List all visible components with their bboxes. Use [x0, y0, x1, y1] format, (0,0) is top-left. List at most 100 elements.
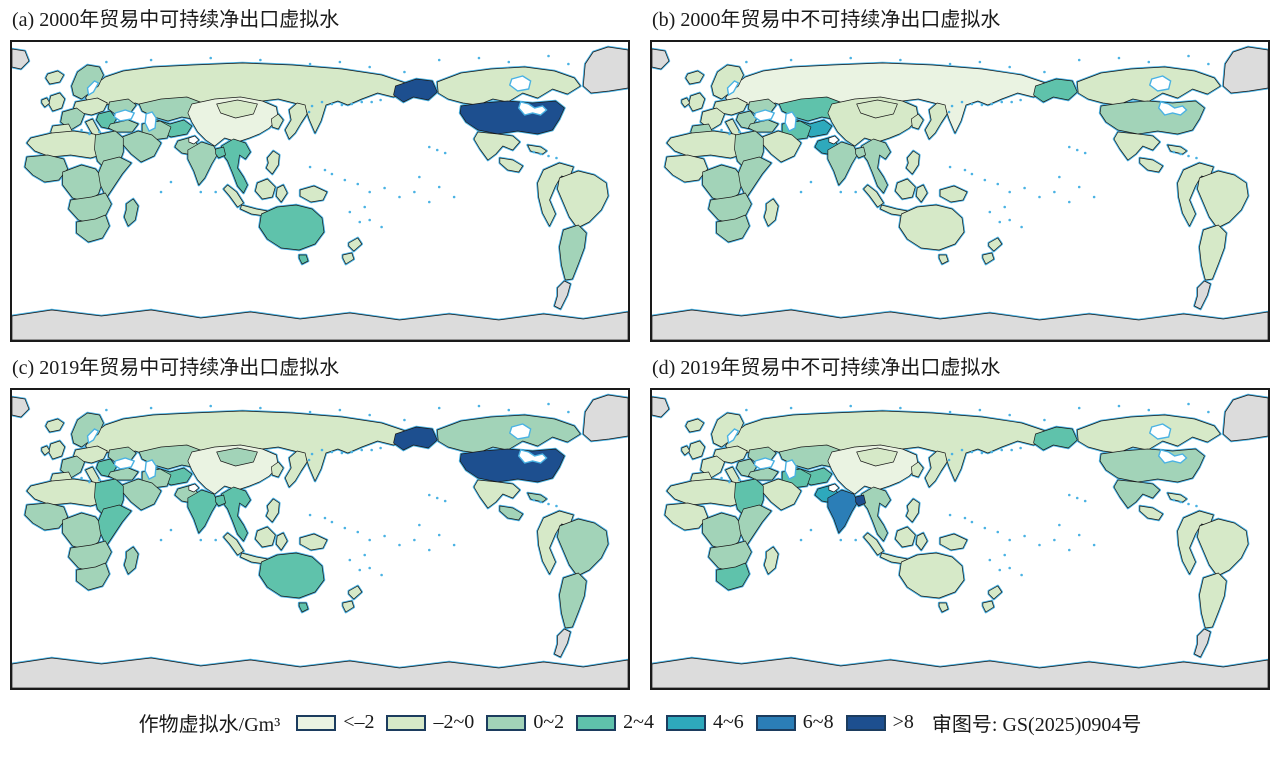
country-camerica: [1139, 505, 1164, 521]
country-africaW: [24, 502, 68, 531]
world-map-b: [650, 40, 1270, 342]
country-indonesia: [906, 498, 920, 523]
countries: [12, 394, 628, 688]
country-andes: [1177, 510, 1214, 575]
country-australia: [259, 552, 325, 599]
lakes: [86, 75, 548, 132]
panel-b-title: (b) 2000年贸易中不可持续净出口虚拟水: [652, 9, 1001, 31]
country-madagascar: [763, 198, 779, 227]
country-camerica: [527, 144, 547, 155]
lakes: [86, 423, 548, 480]
panel-grid: (a) 2000年贸易中可持续净出口虚拟水 (b) 2000年贸易中不可持续净出…: [10, 6, 1270, 690]
country-madagascar: [123, 546, 139, 575]
country-bangladesh: [215, 494, 226, 507]
country-camerica: [1167, 492, 1187, 503]
country-seasia: [861, 138, 891, 194]
country-seasia: [221, 138, 251, 194]
country-africaE: [738, 504, 772, 547]
country-india: [827, 489, 859, 534]
country-andes: [1177, 162, 1214, 227]
country-antarctica: [12, 657, 628, 688]
legend-bin-label: –2~0: [433, 711, 475, 733]
country-greenland: [652, 48, 670, 70]
legend-swatch: [755, 714, 796, 731]
country-indonesia: [895, 526, 916, 548]
country-greenland: [12, 396, 30, 418]
country-korea: [910, 461, 924, 478]
country-bangladesh: [855, 494, 866, 507]
country-brazil: [557, 170, 609, 229]
country-madagascar: [123, 198, 139, 227]
country-alaska: [393, 78, 438, 103]
map-svg-c: [12, 393, 628, 688]
lakes: [726, 423, 1188, 480]
country-africaW: [24, 154, 68, 183]
country-australia: [938, 254, 949, 265]
country-southafrica: [76, 562, 110, 591]
country-alaska: [1033, 78, 1078, 103]
legend-item: –2~0: [386, 711, 474, 734]
country-japan: [924, 102, 948, 140]
country-antarctica: [652, 657, 1268, 688]
country-indonesia: [299, 185, 328, 203]
legend-bin-label: >8: [892, 711, 914, 733]
country-bangladesh: [855, 146, 866, 159]
map-approval-number: 审图号: GS(2025)0904号: [931, 714, 1142, 736]
world-map-d: [650, 388, 1270, 690]
map-svg-b: [652, 45, 1268, 340]
country-nz: [988, 585, 1003, 600]
country-greenland: [1222, 394, 1268, 442]
country-australia: [298, 254, 309, 265]
country-indonesia: [266, 498, 280, 523]
country-greenland: [12, 48, 30, 70]
country-nz: [342, 600, 355, 613]
country-antarctica: [554, 628, 571, 658]
country-camerica: [1167, 144, 1187, 155]
country-greenland: [582, 46, 628, 94]
country-camerica: [527, 492, 547, 503]
country-brazil: [1197, 518, 1249, 577]
panel-d-title: (d) 2019年贸易中不可持续净出口虚拟水: [652, 357, 1001, 379]
legend-bin-label: 0~2: [533, 711, 565, 733]
country-indonesia: [255, 526, 276, 548]
small-islands: [80, 402, 570, 577]
legend-item: 2~4: [576, 711, 654, 734]
country-korea: [270, 461, 284, 478]
country-camerica: [499, 505, 524, 521]
legend-unit-label: 作物虚拟水/Gm³: [138, 714, 281, 736]
country-greenland: [1222, 46, 1268, 94]
country-canada: [1076, 66, 1221, 106]
country-canada: [436, 66, 581, 106]
legend-item: <–2: [296, 711, 374, 734]
country-nz: [342, 252, 355, 265]
panel-c-title: (c) 2019年贸易中可持续净出口虚拟水: [12, 357, 340, 379]
country-indonesia: [906, 150, 920, 175]
country-bangladesh: [215, 146, 226, 159]
country-kashmir: [188, 483, 200, 493]
country-kashmir: [828, 483, 840, 493]
country-indonesia: [863, 184, 884, 208]
country-seasia: [861, 486, 891, 542]
country-camerica: [1139, 157, 1164, 173]
country-indonesia: [939, 185, 968, 203]
country-india: [187, 141, 219, 186]
country-africaC: [702, 164, 744, 203]
country-alaska: [393, 426, 438, 451]
country-africaC: [702, 512, 744, 551]
legend-swatch: [845, 714, 886, 731]
country-argentina: [559, 224, 587, 281]
country-antarctica: [1194, 628, 1211, 658]
country-iceland: [45, 418, 65, 433]
legend-item: 0~2: [486, 711, 564, 734]
country-kashmir: [188, 135, 200, 145]
country-canada: [436, 414, 581, 454]
country-africaE: [98, 504, 132, 547]
legend-item: >8: [845, 711, 914, 734]
country-mongolia: [216, 447, 258, 467]
country-nz: [988, 237, 1003, 252]
country-southafrica: [716, 214, 750, 243]
country-iceland: [685, 418, 705, 433]
country-australia: [298, 602, 309, 613]
country-africaW: [664, 154, 708, 183]
legend-items: <–2 –2~0 0~2 2~4 4~6 6~8 >8: [296, 711, 914, 734]
